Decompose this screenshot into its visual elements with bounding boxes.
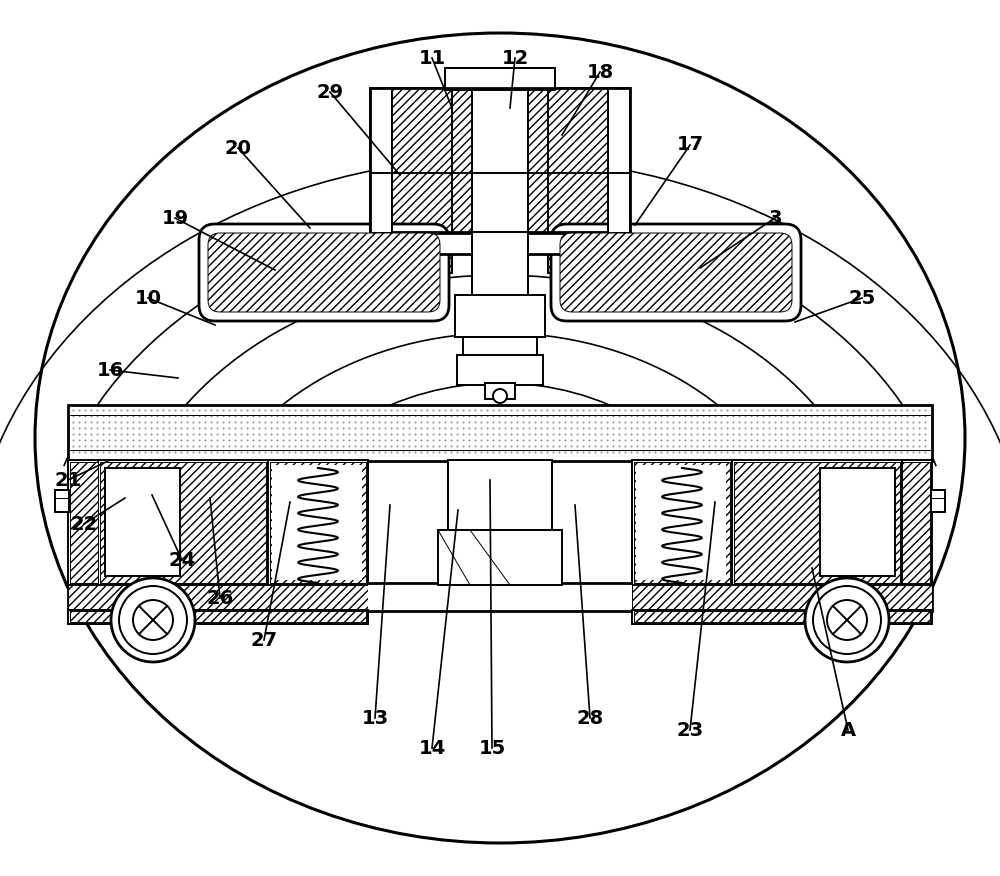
Bar — [98, 460, 268, 585]
Bar — [472, 232, 528, 352]
Bar — [68, 585, 368, 609]
Bar — [268, 460, 368, 585]
Bar — [368, 585, 632, 609]
Bar — [438, 530, 562, 585]
Bar — [70, 611, 366, 622]
Text: 19: 19 — [161, 208, 189, 228]
Text: 16: 16 — [96, 361, 124, 379]
Bar — [70, 462, 98, 583]
Bar — [68, 405, 932, 461]
Bar — [370, 88, 392, 233]
Bar — [445, 68, 555, 90]
Bar — [390, 88, 452, 273]
Text: 27: 27 — [250, 631, 278, 649]
Text: 20: 20 — [224, 138, 252, 158]
Bar — [455, 295, 545, 337]
Bar — [457, 355, 543, 385]
Text: 25: 25 — [848, 288, 876, 307]
Bar — [463, 337, 537, 367]
Bar — [55, 490, 69, 512]
Bar — [820, 468, 895, 576]
Bar — [548, 88, 610, 273]
Circle shape — [827, 600, 867, 640]
Circle shape — [805, 578, 889, 662]
Bar — [68, 583, 932, 611]
Bar — [734, 462, 900, 583]
Circle shape — [133, 600, 173, 640]
Bar — [634, 611, 930, 622]
Text: 14: 14 — [418, 738, 446, 758]
FancyBboxPatch shape — [208, 233, 440, 312]
Text: 23: 23 — [676, 720, 704, 739]
Text: 17: 17 — [676, 136, 704, 154]
Bar — [931, 490, 945, 512]
Text: A: A — [840, 720, 856, 739]
Text: 3: 3 — [768, 208, 782, 228]
Text: 24: 24 — [168, 550, 196, 569]
Text: 29: 29 — [316, 82, 344, 102]
Bar — [105, 468, 180, 576]
Bar — [632, 610, 932, 624]
Circle shape — [111, 578, 195, 662]
Text: 21: 21 — [54, 470, 82, 490]
Bar — [100, 462, 266, 583]
Bar — [68, 610, 368, 624]
Circle shape — [119, 586, 187, 654]
FancyBboxPatch shape — [551, 224, 801, 321]
Bar — [370, 232, 630, 254]
Text: 28: 28 — [576, 709, 604, 727]
Text: 22: 22 — [70, 514, 98, 533]
Bar — [636, 465, 726, 580]
Bar — [68, 460, 100, 585]
Text: 13: 13 — [361, 709, 389, 727]
Bar — [448, 460, 552, 530]
Bar — [634, 462, 730, 583]
Bar — [485, 383, 515, 399]
Bar — [452, 88, 548, 233]
Circle shape — [493, 389, 507, 403]
Bar — [900, 460, 932, 585]
Text: 15: 15 — [478, 738, 506, 758]
Text: 10: 10 — [134, 288, 162, 307]
Text: 11: 11 — [418, 48, 446, 67]
Bar — [608, 88, 630, 233]
Text: 18: 18 — [586, 62, 614, 81]
Ellipse shape — [35, 33, 965, 843]
FancyBboxPatch shape — [199, 224, 449, 321]
Bar — [732, 460, 902, 585]
Bar — [270, 462, 366, 583]
Bar — [370, 88, 630, 233]
Text: 12: 12 — [501, 48, 529, 67]
Bar — [272, 465, 362, 580]
Bar — [632, 585, 932, 609]
Bar — [632, 460, 732, 585]
Text: 26: 26 — [206, 589, 234, 607]
Circle shape — [813, 586, 881, 654]
FancyBboxPatch shape — [560, 233, 792, 312]
Bar — [472, 88, 528, 313]
Bar — [902, 462, 930, 583]
